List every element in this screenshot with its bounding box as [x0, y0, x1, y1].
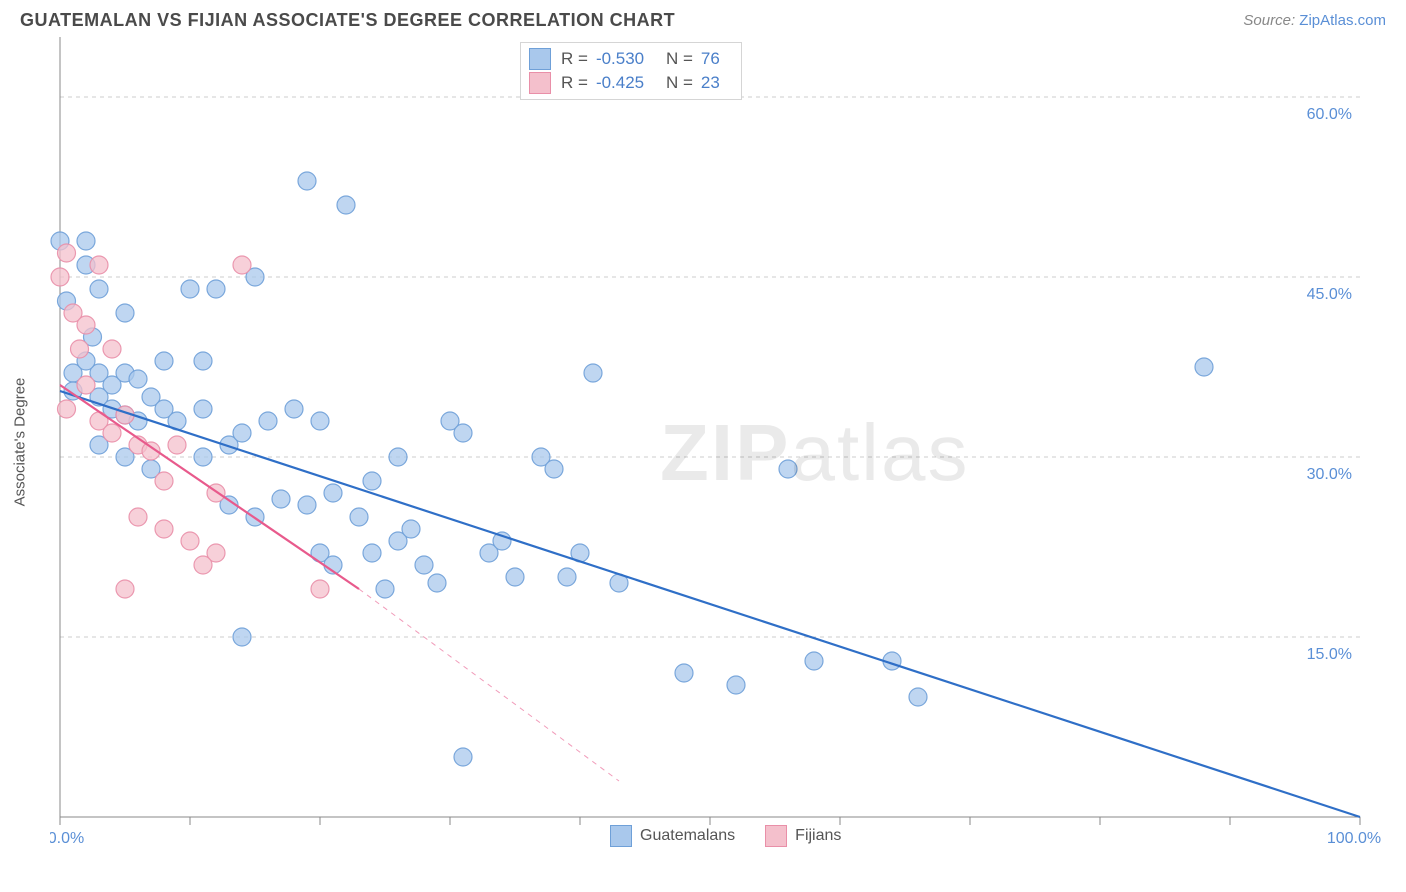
legend-swatch	[529, 48, 551, 70]
scatter-chart: 15.0% 30.0% 45.0% 60.0% 0.0% 100.0%	[50, 37, 1386, 847]
data-point[interactable]	[272, 490, 290, 508]
y-tick-label: 15.0%	[1307, 646, 1352, 663]
data-point[interactable]	[311, 412, 329, 430]
data-point[interactable]	[194, 448, 212, 466]
data-point[interactable]	[194, 400, 212, 418]
trend-line-extrapolated	[359, 589, 619, 781]
data-point[interactable]	[805, 652, 823, 670]
source-prefix: Source:	[1243, 12, 1299, 29]
data-point[interactable]	[259, 412, 277, 430]
correlation-row: R = -0.425 N = 23	[529, 71, 731, 95]
data-point[interactable]	[415, 556, 433, 574]
data-point[interactable]	[90, 280, 108, 298]
data-point[interactable]	[58, 400, 76, 418]
data-point[interactable]	[376, 580, 394, 598]
data-point[interactable]	[58, 244, 76, 262]
data-point[interactable]	[129, 370, 147, 388]
correlation-row: R = -0.530 N = 76	[529, 47, 731, 71]
legend-swatch	[610, 825, 632, 847]
data-point[interactable]	[363, 544, 381, 562]
data-point[interactable]	[285, 400, 303, 418]
data-point[interactable]	[584, 364, 602, 382]
chart-title: GUATEMALAN VS FIJIAN ASSOCIATE'S DEGREE …	[20, 10, 675, 31]
data-point[interactable]	[454, 424, 472, 442]
header: GUATEMALAN VS FIJIAN ASSOCIATE'S DEGREE …	[0, 0, 1406, 37]
legend-swatch	[529, 72, 551, 94]
legend-label: Guatemalans	[640, 827, 735, 845]
data-point[interactable]	[90, 256, 108, 274]
y-tick-label: 30.0%	[1307, 466, 1352, 483]
data-point[interactable]	[727, 676, 745, 694]
data-point[interactable]	[155, 472, 173, 490]
data-point[interactable]	[194, 352, 212, 370]
series-legend: Guatemalans Fijians	[610, 825, 841, 847]
data-point[interactable]	[129, 508, 147, 526]
data-point[interactable]	[233, 424, 251, 442]
data-point[interactable]	[909, 688, 927, 706]
y-tick-label: 60.0%	[1307, 106, 1352, 123]
data-point[interactable]	[103, 340, 121, 358]
r-label: R =	[561, 73, 588, 93]
data-point[interactable]	[233, 628, 251, 646]
data-point[interactable]	[675, 664, 693, 682]
data-point[interactable]	[545, 460, 563, 478]
data-point[interactable]	[402, 520, 420, 538]
data-point[interactable]	[454, 748, 472, 766]
data-point[interactable]	[298, 496, 316, 514]
data-point[interactable]	[506, 568, 524, 586]
data-point[interactable]	[155, 352, 173, 370]
r-value: -0.530	[596, 49, 656, 69]
data-point[interactable]	[233, 256, 251, 274]
n-label: N =	[666, 73, 693, 93]
n-label: N =	[666, 49, 693, 69]
legend-item[interactable]: Fijians	[765, 825, 841, 847]
data-point[interactable]	[155, 520, 173, 538]
legend-swatch	[765, 825, 787, 847]
source-label: Source: ZipAtlas.com	[1243, 12, 1386, 29]
x-tick-label-right: 100.0%	[1327, 830, 1381, 847]
y-tick-label: 45.0%	[1307, 286, 1352, 303]
legend-label: Fijians	[795, 827, 841, 845]
data-point[interactable]	[298, 172, 316, 190]
data-point[interactable]	[311, 580, 329, 598]
data-point[interactable]	[1195, 358, 1213, 376]
y-axis-label: Associate's Degree	[12, 378, 29, 507]
source-link[interactable]: ZipAtlas.com	[1299, 12, 1386, 29]
data-point[interactable]	[350, 508, 368, 526]
data-point[interactable]	[363, 472, 381, 490]
correlation-legend: R = -0.530 N = 76 R = -0.425 N = 23	[520, 42, 742, 100]
data-point[interactable]	[428, 574, 446, 592]
data-point[interactable]	[77, 376, 95, 394]
trend-line	[60, 391, 1360, 817]
data-point[interactable]	[324, 484, 342, 502]
r-label: R =	[561, 49, 588, 69]
data-point[interactable]	[77, 232, 95, 250]
data-point[interactable]	[71, 340, 89, 358]
data-point[interactable]	[181, 532, 199, 550]
data-point[interactable]	[103, 424, 121, 442]
data-point[interactable]	[116, 304, 134, 322]
data-point[interactable]	[389, 448, 407, 466]
data-point[interactable]	[194, 556, 212, 574]
chart-area: Associate's Degree 15.0%30.0%45.0%60.0%0…	[50, 37, 1386, 847]
n-value: 23	[701, 73, 731, 93]
data-point[interactable]	[51, 268, 69, 286]
data-point[interactable]	[168, 436, 186, 454]
data-point[interactable]	[77, 316, 95, 334]
data-point[interactable]	[207, 280, 225, 298]
r-value: -0.425	[596, 73, 656, 93]
x-tick-label-left: 0.0%	[50, 830, 84, 847]
legend-item[interactable]: Guatemalans	[610, 825, 735, 847]
data-point[interactable]	[558, 568, 576, 586]
data-point[interactable]	[337, 196, 355, 214]
data-point[interactable]	[116, 580, 134, 598]
data-point[interactable]	[181, 280, 199, 298]
n-value: 76	[701, 49, 731, 69]
data-point[interactable]	[779, 460, 797, 478]
